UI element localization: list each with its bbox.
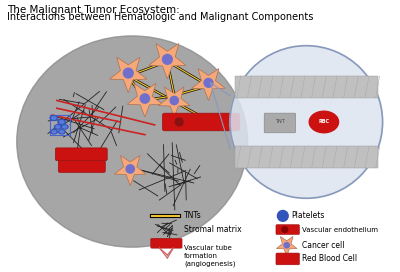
FancyBboxPatch shape [58, 161, 105, 172]
Polygon shape [149, 44, 186, 79]
Ellipse shape [126, 165, 134, 173]
Ellipse shape [175, 118, 183, 126]
Text: Interactions between Hematologic and Malignant Components: Interactions between Hematologic and Mal… [7, 13, 313, 22]
Ellipse shape [58, 129, 65, 134]
Ellipse shape [58, 119, 66, 124]
Ellipse shape [123, 68, 133, 78]
Polygon shape [110, 57, 147, 93]
Ellipse shape [282, 227, 288, 233]
Polygon shape [192, 69, 225, 100]
Ellipse shape [170, 96, 178, 105]
Text: Red Blood Cell: Red Blood Cell [302, 254, 358, 263]
Ellipse shape [50, 116, 58, 120]
Polygon shape [158, 87, 190, 117]
Text: TNT: TNT [275, 119, 285, 125]
FancyBboxPatch shape [276, 253, 300, 265]
FancyBboxPatch shape [276, 225, 300, 234]
Polygon shape [276, 237, 297, 256]
Polygon shape [127, 84, 162, 117]
Text: Stromal matrix: Stromal matrix [184, 225, 242, 234]
Ellipse shape [52, 131, 56, 133]
FancyBboxPatch shape [151, 238, 182, 248]
Ellipse shape [162, 54, 172, 64]
Ellipse shape [63, 126, 66, 128]
Ellipse shape [61, 125, 68, 129]
Text: Cancer cell: Cancer cell [302, 241, 345, 250]
Bar [235, 146, 378, 168]
Circle shape [278, 211, 288, 221]
FancyBboxPatch shape [264, 113, 296, 133]
Ellipse shape [50, 129, 57, 134]
Bar [235, 76, 378, 98]
Ellipse shape [284, 243, 290, 248]
Ellipse shape [60, 131, 64, 133]
Circle shape [230, 46, 382, 198]
Text: Vascular tube
formation
(angiogenesis): Vascular tube formation (angiogenesis) [184, 245, 236, 267]
FancyBboxPatch shape [55, 148, 107, 161]
Polygon shape [114, 156, 146, 186]
Text: Platelets: Platelets [292, 211, 325, 220]
Ellipse shape [60, 121, 64, 123]
Ellipse shape [204, 78, 213, 87]
Text: Vascular endothelium: Vascular endothelium [302, 227, 378, 233]
Text: TNTs: TNTs [184, 211, 202, 220]
Ellipse shape [52, 117, 56, 119]
Ellipse shape [54, 125, 61, 129]
Ellipse shape [140, 94, 150, 103]
Text: RBC: RBC [318, 119, 329, 125]
FancyBboxPatch shape [162, 113, 240, 131]
Text: The Malignant Tumor Ecosystem:: The Malignant Tumor Ecosystem: [7, 5, 180, 15]
Ellipse shape [309, 111, 338, 133]
Ellipse shape [17, 36, 248, 247]
Ellipse shape [56, 126, 60, 128]
